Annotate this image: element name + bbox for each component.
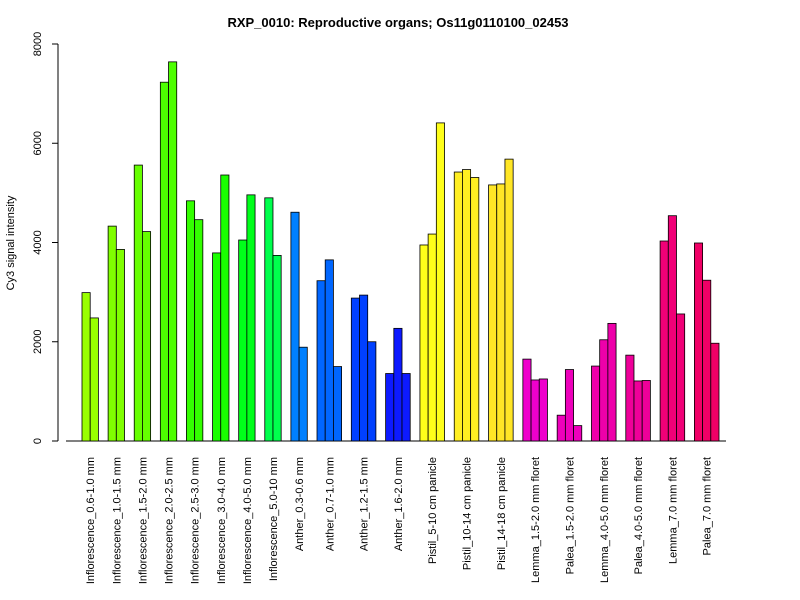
bar: [359, 294, 369, 442]
y-axis: 0 2000 4000 6000 8000: [32, 32, 59, 444]
y-tick-label: 8000: [32, 32, 44, 56]
bar: [659, 240, 669, 442]
category-label: Lemma_4.0-5.0 mm floret: [599, 457, 611, 583]
bar: [350, 297, 360, 442]
bar: [89, 317, 99, 442]
bar: [667, 215, 677, 442]
bar: [212, 252, 222, 442]
bar: [290, 211, 300, 442]
y-tick-label: 0: [32, 438, 44, 444]
category-label: Inflorescence_3.0-4.0 mm: [216, 457, 228, 584]
bar: [393, 327, 403, 442]
category-label: Lemma_7.0 mm floret: [667, 457, 679, 564]
bar: [504, 158, 514, 442]
bar: [496, 183, 506, 442]
bar: [220, 174, 230, 442]
bar: [316, 280, 326, 442]
bar: [367, 341, 377, 442]
category-label: Inflorescence_0.6-1.0 mm: [85, 457, 97, 584]
bar: [264, 197, 274, 442]
category-label: Palea_4.0-5.0 mm floret: [633, 457, 645, 574]
bar: [385, 373, 395, 442]
bar: [556, 414, 566, 442]
category-label: Anther_0.3-0.6 mm: [294, 457, 306, 551]
bar: [133, 164, 143, 442]
bar: [470, 177, 480, 442]
bar: [142, 231, 152, 442]
bar: [564, 369, 574, 442]
category-label: Inflorescence_5.0-10 mm: [268, 457, 280, 581]
bar: [530, 379, 540, 442]
bar: [462, 169, 472, 442]
category-labels: Inflorescence_0.6-1.0 mm Inflorescence_1.…: [85, 457, 714, 584]
bar: [81, 292, 91, 442]
category-label: Lemma_1.5-2.0 mm floret: [530, 457, 542, 583]
y-tick-label: 2000: [32, 330, 44, 354]
category-label: Anther_1.6-2.0 mm: [393, 457, 405, 551]
category-label: Palea_7.0 mm floret: [702, 457, 714, 555]
bar: [194, 219, 204, 442]
category-label: Inflorescence_2.5-3.0 mm: [190, 457, 202, 584]
bar: [272, 255, 282, 442]
category-label: Pistil_14-18 cm panicle: [496, 457, 508, 570]
bar: [591, 365, 601, 442]
bar: [238, 239, 248, 442]
bar: [633, 380, 643, 442]
bar: [599, 339, 609, 442]
bar: [332, 366, 342, 442]
bar: [694, 242, 704, 442]
bar: [522, 358, 532, 442]
bar: [159, 81, 169, 442]
bar: [186, 200, 196, 442]
bar: [625, 354, 635, 442]
bar: [702, 279, 712, 442]
category-label: Inflorescence_2.0-2.5 mm: [164, 457, 176, 584]
y-axis-label: Cy3 signal intensity: [5, 195, 17, 290]
bar: [298, 346, 308, 442]
bar: [107, 225, 117, 442]
y-tick-label: 6000: [32, 131, 44, 155]
category-label: Inflorescence_1.5-2.0 mm: [137, 457, 149, 584]
bar: [710, 342, 720, 442]
category-label: Palea_1.5-2.0 mm floret: [564, 457, 576, 574]
bar: [641, 380, 651, 442]
category-label: Pistil_10-14 cm panicle: [462, 457, 474, 570]
bar: [168, 61, 178, 442]
bar: [538, 378, 548, 442]
chart-title: RXP_0010: Reproductive organs; Os11g0110…: [227, 15, 568, 30]
category-label: Inflorescence_4.0-5.0 mm: [242, 457, 254, 584]
bar: [676, 313, 686, 442]
bar: [573, 425, 583, 442]
category-label: Inflorescence_1.0-1.5 mm: [111, 457, 123, 584]
bar: [401, 373, 411, 442]
bar: [488, 184, 498, 442]
bar: [324, 259, 334, 442]
bar: [607, 322, 617, 442]
bar: [427, 233, 437, 442]
category-label: Pistil_5-10 cm panicle: [427, 457, 439, 564]
y-tick-label: 4000: [32, 230, 44, 254]
bar: [246, 194, 256, 442]
bar: [453, 171, 463, 442]
bars-group: [66, 61, 726, 442]
bar: [435, 122, 445, 442]
category-label: Anther_0.7-1.0 mm: [324, 457, 336, 551]
bar: [115, 249, 125, 442]
bar: [419, 244, 429, 442]
category-label: Anther_1.2-1.5 mm: [359, 457, 371, 551]
